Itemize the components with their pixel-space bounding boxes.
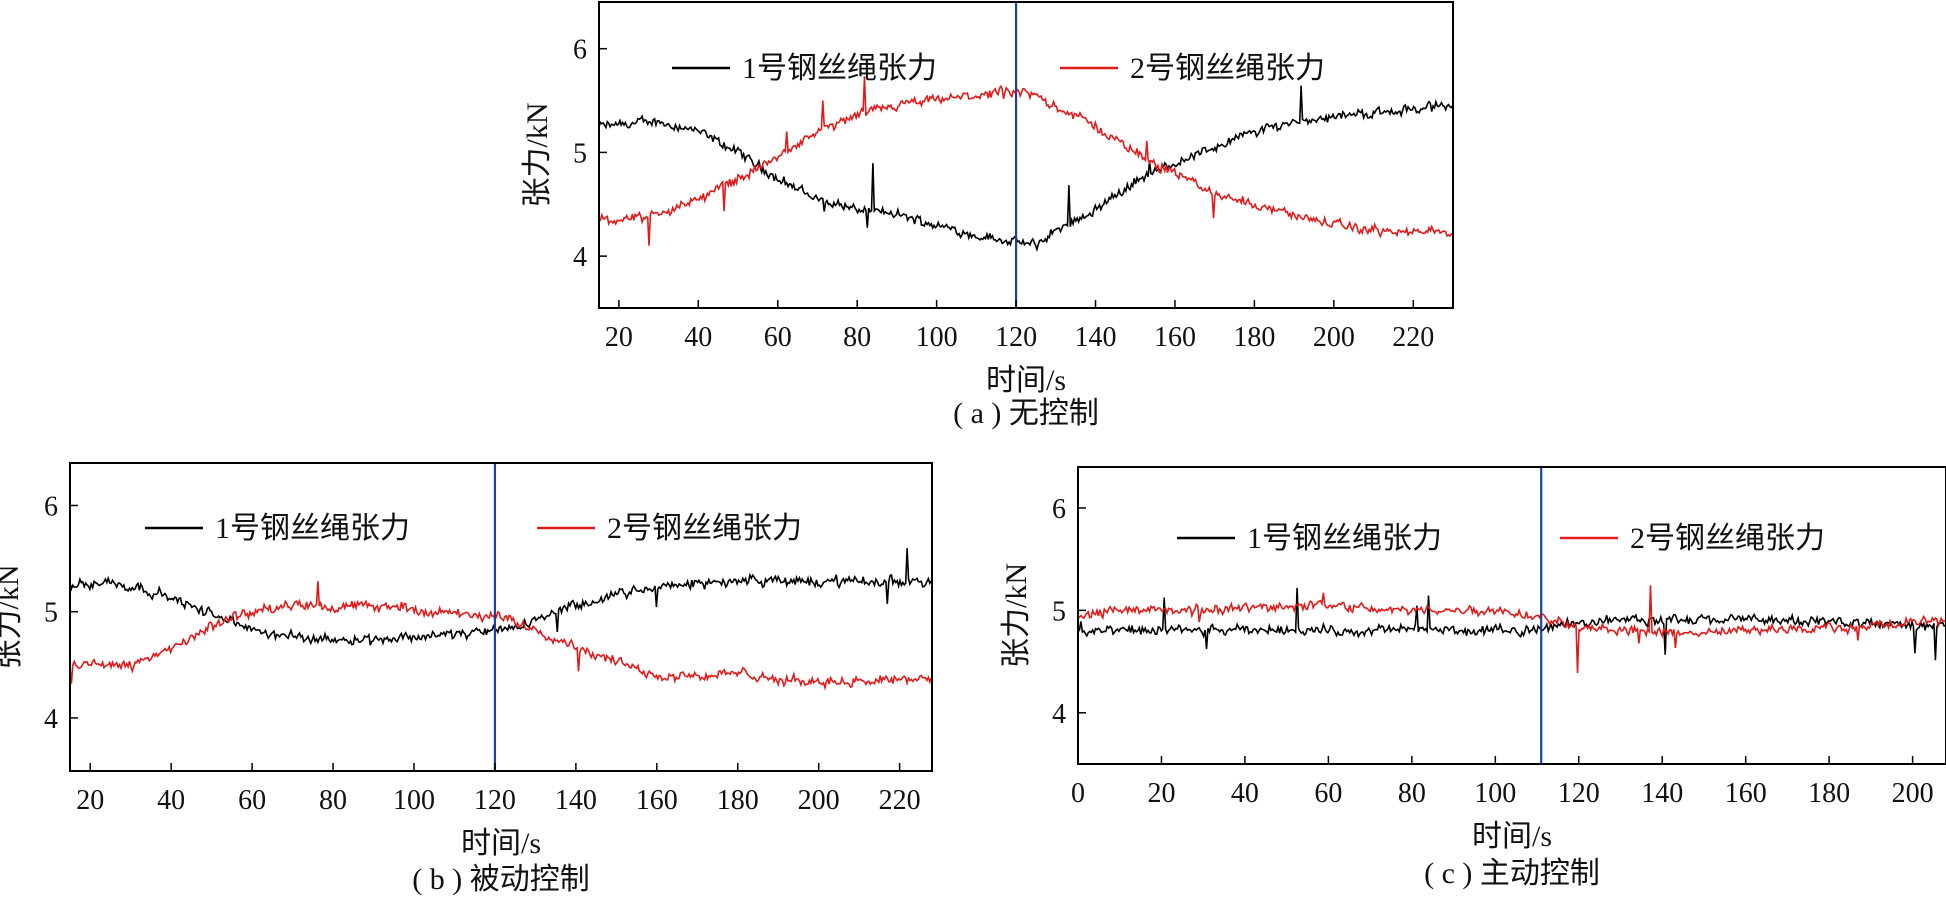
legend-label-1: 1号钢丝绳张力 <box>215 512 410 545</box>
x-tick-label: 20 <box>605 322 633 353</box>
x-tick-label: 160 <box>636 785 678 816</box>
x-tick-label: 120 <box>995 322 1037 353</box>
plot-frame <box>598 1 1454 309</box>
legend-label-1: 1号钢丝绳张力 <box>742 52 937 85</box>
y-axis-label: 张力/kN <box>1000 563 1033 668</box>
legend-label-2: 2号钢丝绳张力 <box>1630 522 1825 555</box>
series-line-2 <box>599 76 1453 246</box>
x-tick-label: 20 <box>1147 778 1175 809</box>
x-tick-label: 180 <box>1808 778 1850 809</box>
x-tick-label: 180 <box>717 785 759 816</box>
x-axis-label: 时间/s <box>986 364 1066 397</box>
chart-panel-3: 0 20 40 60 80 100 120 140 160 180 200 4 5 6 时间/s 张力/kN 1… <box>1000 466 1946 890</box>
x-tick-label: 80 <box>843 322 871 353</box>
x-tick-label: 160 <box>1154 322 1196 353</box>
x-tick-label: 100 <box>916 322 958 353</box>
y-tick-label: 4 <box>44 704 58 735</box>
x-tick-label: 220 <box>1392 322 1434 353</box>
x-tick-label: 60 <box>238 785 266 816</box>
chart-panel-1: 20 40 60 80 100 120 140 160 180 200 220 4 5 6 时间/s 张力/k… <box>521 1 1454 430</box>
series-line-2 <box>70 581 932 691</box>
legend-label-1: 1号钢丝绳张力 <box>1247 522 1442 555</box>
y-axis-label: 张力/kN <box>521 103 554 208</box>
y-tick-label: 4 <box>1052 699 1066 730</box>
series-line-1 <box>70 548 932 646</box>
x-tick-label: 60 <box>1314 778 1342 809</box>
x-tick-label: 80 <box>319 785 347 816</box>
x-tick-label: 160 <box>1725 778 1767 809</box>
x-tick-label: 200 <box>1892 778 1934 809</box>
x-tick-label: 60 <box>764 322 792 353</box>
x-tick-label: 120 <box>1558 778 1600 809</box>
x-tick-label: 200 <box>1313 322 1355 353</box>
x-tick-label: 100 <box>1474 778 1516 809</box>
x-tick-label: 140 <box>555 785 597 816</box>
x-tick-label: 120 <box>474 785 516 816</box>
panel-caption: ( a ) 无控制 <box>953 397 1099 430</box>
x-tick-label: 140 <box>1075 322 1117 353</box>
chart-panel-2: 20 40 60 80 100 120 140 160 180 200 220 4 5 6 时间/s 张力/k… <box>0 462 933 896</box>
legend-label-2: 2号钢丝绳张力 <box>1130 52 1325 85</box>
y-tick-label: 6 <box>1052 494 1066 525</box>
y-tick-label: 5 <box>44 598 58 629</box>
x-tick-label: 180 <box>1233 322 1275 353</box>
x-tick-label: 220 <box>879 785 921 816</box>
y-tick-label: 5 <box>1052 596 1066 627</box>
panel-caption: ( b ) 被动控制 <box>412 863 589 896</box>
y-tick-label: 6 <box>44 491 58 522</box>
y-tick-label: 4 <box>573 242 587 273</box>
series-line-1 <box>1078 587 1946 661</box>
plot-frame <box>1077 466 1946 765</box>
x-tick-label: 100 <box>393 785 435 816</box>
x-tick-label: 20 <box>76 785 104 816</box>
plot-frame <box>69 462 933 772</box>
x-tick-label: 0 <box>1071 778 1085 809</box>
y-tick-label: 6 <box>573 35 587 66</box>
x-axis-label: 时间/s <box>461 827 541 860</box>
x-tick-label: 140 <box>1641 778 1683 809</box>
panel-caption: ( c ) 主动控制 <box>1424 857 1600 890</box>
x-tick-label: 80 <box>1398 778 1426 809</box>
y-axis-label: 张力/kN <box>0 565 25 670</box>
y-tick-label: 5 <box>573 138 587 169</box>
x-tick-label: 200 <box>798 785 840 816</box>
x-tick-label: 40 <box>157 785 185 816</box>
legend-label-2: 2号钢丝绳张力 <box>607 512 802 545</box>
series-line-2 <box>1078 585 1946 674</box>
series-line-1 <box>599 85 1453 253</box>
x-tick-label: 40 <box>1231 778 1259 809</box>
x-axis-label: 时间/s <box>1472 820 1552 853</box>
x-tick-label: 40 <box>684 322 712 353</box>
